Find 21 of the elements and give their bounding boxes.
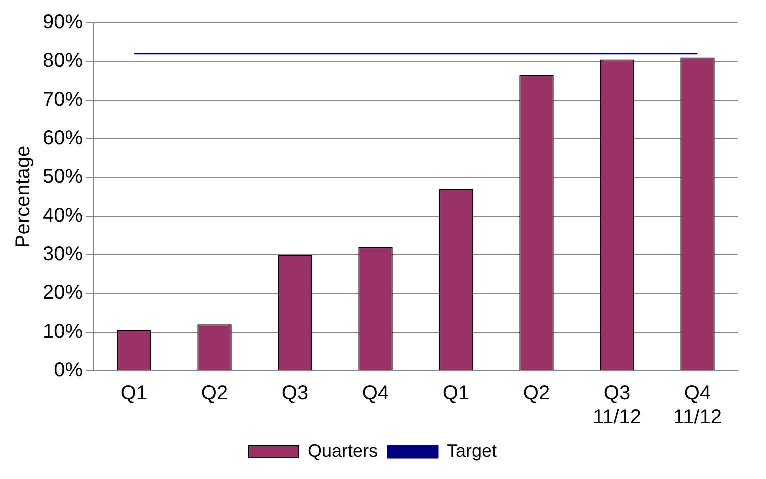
x-tick-label: Q4 11/12 bbox=[673, 382, 722, 429]
x-tick-label: Q2 bbox=[523, 382, 550, 405]
y-tick-label: 30% bbox=[43, 244, 84, 266]
y-tick-label: 90% bbox=[43, 12, 84, 34]
x-tick-label: Q1 bbox=[442, 382, 470, 405]
y-tick-label: 80% bbox=[43, 50, 84, 72]
x-tick-label: Q4 bbox=[362, 382, 390, 405]
x-tick-label: Q3 bbox=[282, 382, 309, 405]
legend-label: Quarters bbox=[308, 440, 378, 461]
y-tick-label: 70% bbox=[43, 88, 84, 111]
x-tick-label: Q1 bbox=[120, 382, 148, 405]
legend-label: Target bbox=[447, 440, 498, 461]
y-axis-title: Percentage bbox=[12, 146, 35, 248]
x-tick-label: Q2 bbox=[201, 382, 228, 405]
y-tick-label: 0% bbox=[54, 360, 84, 382]
y-tick-label: 50% bbox=[43, 166, 84, 188]
y-tick-label: 10% bbox=[43, 320, 84, 343]
y-tick-label: 60% bbox=[43, 128, 84, 150]
y-tick-label: 20% bbox=[43, 282, 84, 304]
y-tick-label: 40% bbox=[43, 204, 84, 227]
x-tick-label: Q3 11/12 bbox=[592, 382, 642, 429]
